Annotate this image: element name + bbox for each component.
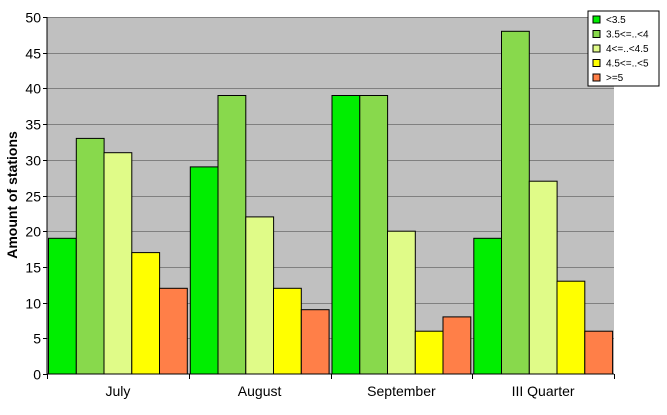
bar (217, 95, 247, 375)
y-axis-title: Amount of stations (4, 131, 20, 259)
legend-swatch (592, 30, 601, 38)
y-tick-label: 15 (25, 260, 41, 276)
y-tick-label: 0 (33, 367, 41, 383)
legend-swatch (592, 44, 601, 53)
y-tick-label: 40 (25, 81, 41, 97)
bar (103, 152, 133, 375)
bar (300, 309, 330, 375)
legend: <3.5 3.5<=..<4 4<=..<4.5 4.5<=..<5 >=5 (587, 10, 660, 87)
bar (414, 330, 444, 375)
legend-swatch (592, 73, 601, 82)
bar (245, 216, 275, 375)
bar (75, 137, 105, 375)
y-tick-label: 20 (25, 224, 41, 240)
x-tick-label: September (367, 383, 436, 399)
y-tick-label: 50 (25, 10, 41, 26)
x-tick-label: August (238, 383, 282, 399)
bar (159, 287, 188, 375)
y-tick-label: 25 (25, 189, 41, 205)
bar (273, 287, 302, 375)
y-tick-label: 35 (25, 117, 41, 133)
bar (584, 330, 614, 375)
bar (473, 237, 503, 375)
x-tick-label: III Quarter (512, 383, 575, 399)
legend-label: <3.5 (606, 15, 626, 26)
bar (331, 95, 361, 375)
legend-label: 4.5<=..<5 (606, 59, 649, 70)
bar (48, 237, 77, 375)
bar (528, 180, 558, 375)
legend-swatch (592, 59, 601, 67)
x-tick-label: July (105, 383, 130, 399)
y-tick-label: 5 (33, 331, 41, 347)
y-tick-label: 10 (25, 296, 41, 312)
y-tick-label: 45 (25, 46, 41, 62)
bar (189, 166, 219, 375)
legend-label: 4<=..<4.5 (606, 44, 649, 55)
x-axis-ticks: July August September III Quarter (47, 374, 615, 399)
bar (501, 30, 530, 375)
legend-swatch (592, 15, 601, 24)
y-axis-ticks: 0 5 10 15 20 25 30 35 40 45 50 (25, 10, 47, 383)
bar (442, 316, 472, 375)
bar (387, 230, 416, 375)
legend-label: 3.5<=..<4 (606, 30, 649, 41)
axes (46, 17, 614, 375)
legend-label: >=5 (606, 73, 624, 84)
y-tick-label: 30 (25, 153, 41, 169)
bars (48, 30, 614, 375)
bar (556, 280, 586, 375)
bar (131, 252, 161, 375)
bar (359, 95, 389, 375)
